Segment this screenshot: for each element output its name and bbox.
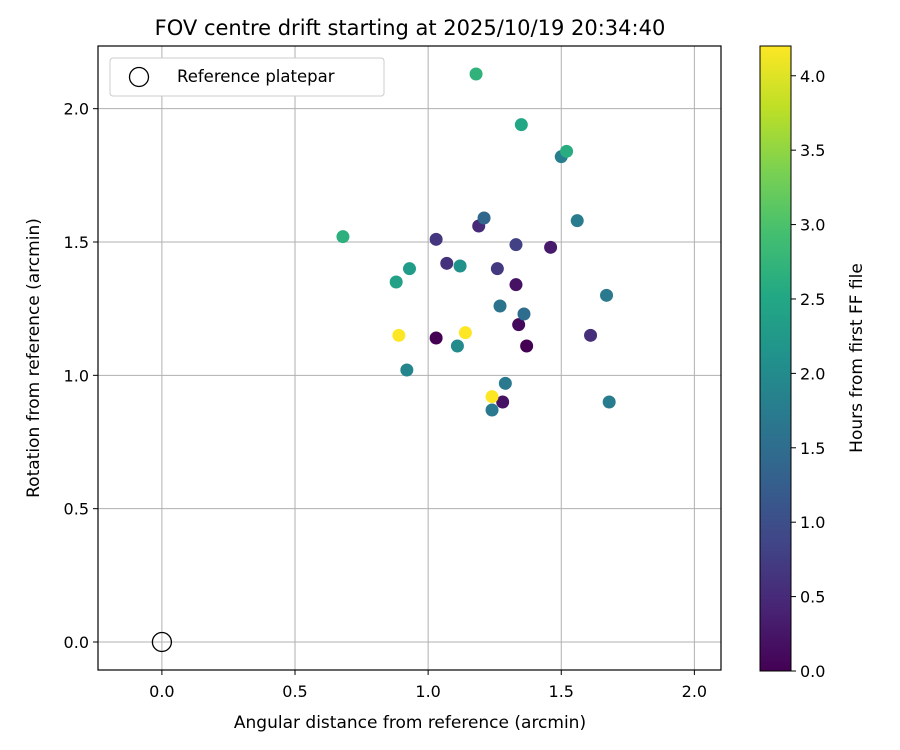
colorbar-tick-label: 0.0 xyxy=(800,662,825,681)
scatter-point xyxy=(498,376,512,390)
scatter-point xyxy=(450,339,464,353)
scatter-point xyxy=(584,328,598,342)
y-tick-label: 2.0 xyxy=(64,100,89,119)
y-axis-label: Rotation from reference (arcmin) xyxy=(24,218,44,498)
scatter-point xyxy=(389,275,403,289)
legend-entry: Reference platepar xyxy=(177,67,335,86)
scatter-point xyxy=(570,214,584,228)
scatter-point xyxy=(429,232,443,246)
colorbar-label: Hours from first FF file xyxy=(847,263,867,453)
scatter-point xyxy=(469,67,483,81)
chart-title: FOV centre drift starting at 2025/10/19 … xyxy=(155,16,666,40)
scatter-point xyxy=(514,118,528,132)
grid-lines xyxy=(98,46,721,670)
scatter-point xyxy=(560,144,574,158)
scatter-point xyxy=(544,240,558,254)
scatter-point xyxy=(458,326,472,340)
plot-frame xyxy=(97,45,722,671)
x-tick-label: 1.0 xyxy=(415,682,440,701)
data-points xyxy=(151,67,616,653)
scatter-point xyxy=(490,262,504,276)
colorbar-tick-label: 2.0 xyxy=(800,364,825,383)
colorbar-tick-label: 0.5 xyxy=(800,588,825,607)
scatter-point xyxy=(602,395,616,409)
scatter-point xyxy=(429,331,443,345)
scatter-point xyxy=(485,390,499,404)
scatter-point xyxy=(336,230,350,244)
legend: Reference platepar xyxy=(109,57,385,97)
scatter-point xyxy=(453,259,467,273)
x-tick-label: 0.0 xyxy=(149,682,174,701)
scatter-point xyxy=(485,403,499,417)
scatter-point xyxy=(512,318,526,332)
x-tick-label: 0.5 xyxy=(282,682,307,701)
colorbar-tick-label: 3.5 xyxy=(800,141,825,160)
scatter-point xyxy=(493,299,507,313)
reference-point-marker xyxy=(151,631,173,653)
x-tick-label: 2.0 xyxy=(682,682,707,701)
x-tick-label: 1.5 xyxy=(549,682,574,701)
y-tick-label: 0.0 xyxy=(64,633,89,652)
scatter-point xyxy=(440,256,454,270)
scatter-point xyxy=(520,339,534,353)
y-tick-label: 1.0 xyxy=(64,366,89,385)
colorbar-tick-label: 4.0 xyxy=(800,67,825,86)
scatter-point xyxy=(517,307,531,321)
scatter-point xyxy=(600,288,614,302)
legend-box xyxy=(109,57,385,97)
scatter-point xyxy=(509,238,523,252)
colorbar-tick-label: 1.0 xyxy=(800,513,825,532)
colorbar-gradient xyxy=(759,45,792,672)
colorbar-tick-label: 3.0 xyxy=(800,216,825,235)
x-axis-ticks: 0.0 0.5 1.0 1.5 2.0 xyxy=(149,670,707,701)
y-axis-ticks: 0.0 0.5 1.0 1.5 2.0 xyxy=(64,100,98,652)
y-tick-label: 1.5 xyxy=(64,233,89,252)
colorbar-ticks: 0.0 0.5 1.0 1.5 2.0 2.5 3.0 3.5 4.0 xyxy=(791,67,825,681)
y-tick-label: 0.5 xyxy=(64,500,89,519)
legend-marker-icon xyxy=(128,66,150,88)
scatter-point xyxy=(477,211,491,225)
colorbar: 0.0 0.5 1.0 1.5 2.0 2.5 3.0 3.5 4.0 Hours from f… xyxy=(759,45,867,681)
x-axis-label: Angular distance from reference (arcmin) xyxy=(234,713,586,733)
scatter-point xyxy=(496,395,510,409)
colorbar-tick-label: 1.5 xyxy=(800,439,825,458)
scatter-point xyxy=(400,363,414,377)
scatter-point xyxy=(403,262,416,276)
scatter-point xyxy=(392,328,406,342)
scatter-point xyxy=(509,278,523,292)
colorbar-tick-label: 2.5 xyxy=(800,290,825,309)
